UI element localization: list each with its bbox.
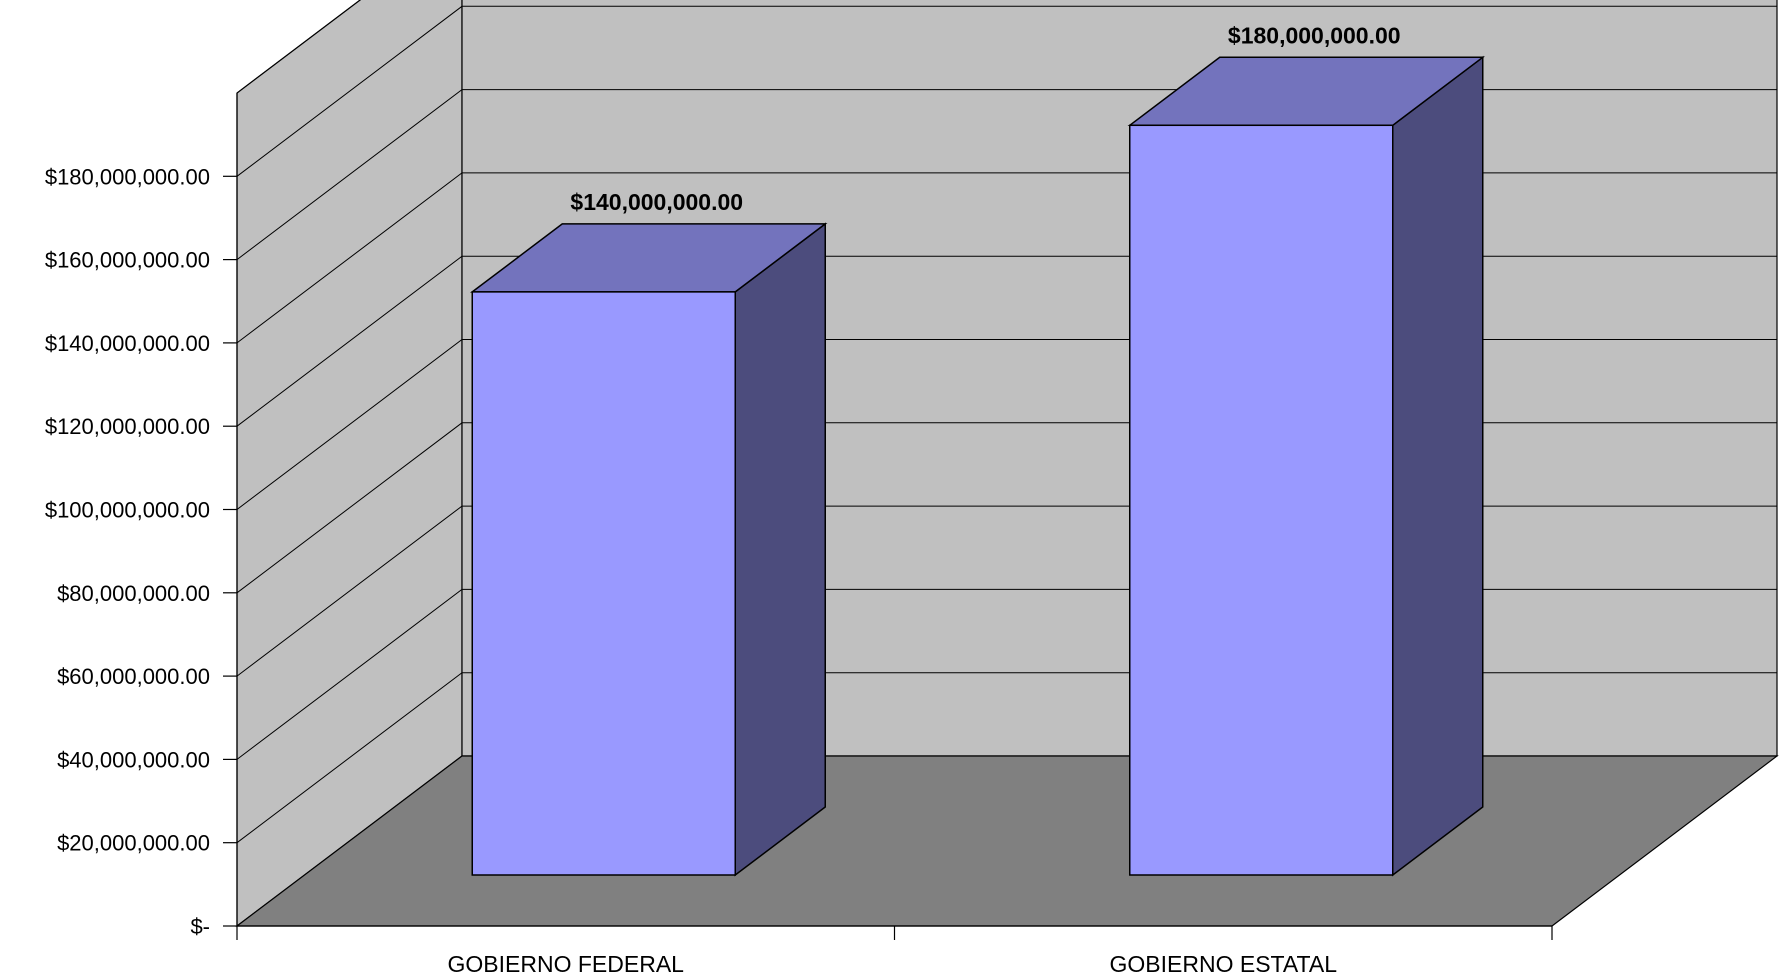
bar-1 bbox=[1127, 55, 1485, 877]
x-tick-labels: GOBIERNO FEDERAL GOBIERNO ESTATAL bbox=[448, 951, 1338, 977]
y-tick-label: $20,000,000.00 bbox=[57, 831, 210, 856]
y-tick-label: $160,000,000.00 bbox=[45, 248, 210, 273]
x-tick-label: GOBIERNO FEDERAL bbox=[448, 951, 685, 977]
data-label: $180,000,000.00 bbox=[1228, 22, 1401, 48]
y-tick-label: $60,000,000.00 bbox=[57, 664, 210, 689]
bar-side bbox=[1392, 55, 1484, 877]
y-tick-label: $80,000,000.00 bbox=[57, 581, 210, 606]
y-tick-label: $40,000,000.00 bbox=[57, 747, 210, 772]
floor bbox=[235, 755, 1779, 927]
data-labels: $140,000,000.00 $180,000,000.00 bbox=[570, 22, 1400, 215]
gridline bbox=[236, 5, 1777, 177]
bar-side bbox=[734, 222, 826, 877]
gridline bbox=[236, 0, 361, 94]
bars bbox=[470, 55, 1485, 877]
y-tick-label: $100,000,000.00 bbox=[45, 498, 210, 523]
chart-floor bbox=[235, 755, 1779, 927]
bar-front bbox=[1129, 124, 1394, 876]
y-tick-label: $180,000,000.00 bbox=[45, 164, 210, 189]
y-tick-label: $120,000,000.00 bbox=[45, 414, 210, 439]
x-tick-label: GOBIERNO ESTATAL bbox=[1110, 951, 1338, 977]
bar-0 bbox=[470, 222, 828, 877]
y-tick-label: $140,000,000.00 bbox=[45, 331, 210, 356]
bar-front bbox=[471, 291, 736, 876]
axes bbox=[223, 93, 1553, 940]
data-label: $140,000,000.00 bbox=[570, 189, 743, 215]
y-tick-labels: $- $20,000,000.00 $40,000,000.00 $60,000,00… bbox=[45, 164, 210, 939]
y-tick-label: $- bbox=[190, 914, 210, 939]
